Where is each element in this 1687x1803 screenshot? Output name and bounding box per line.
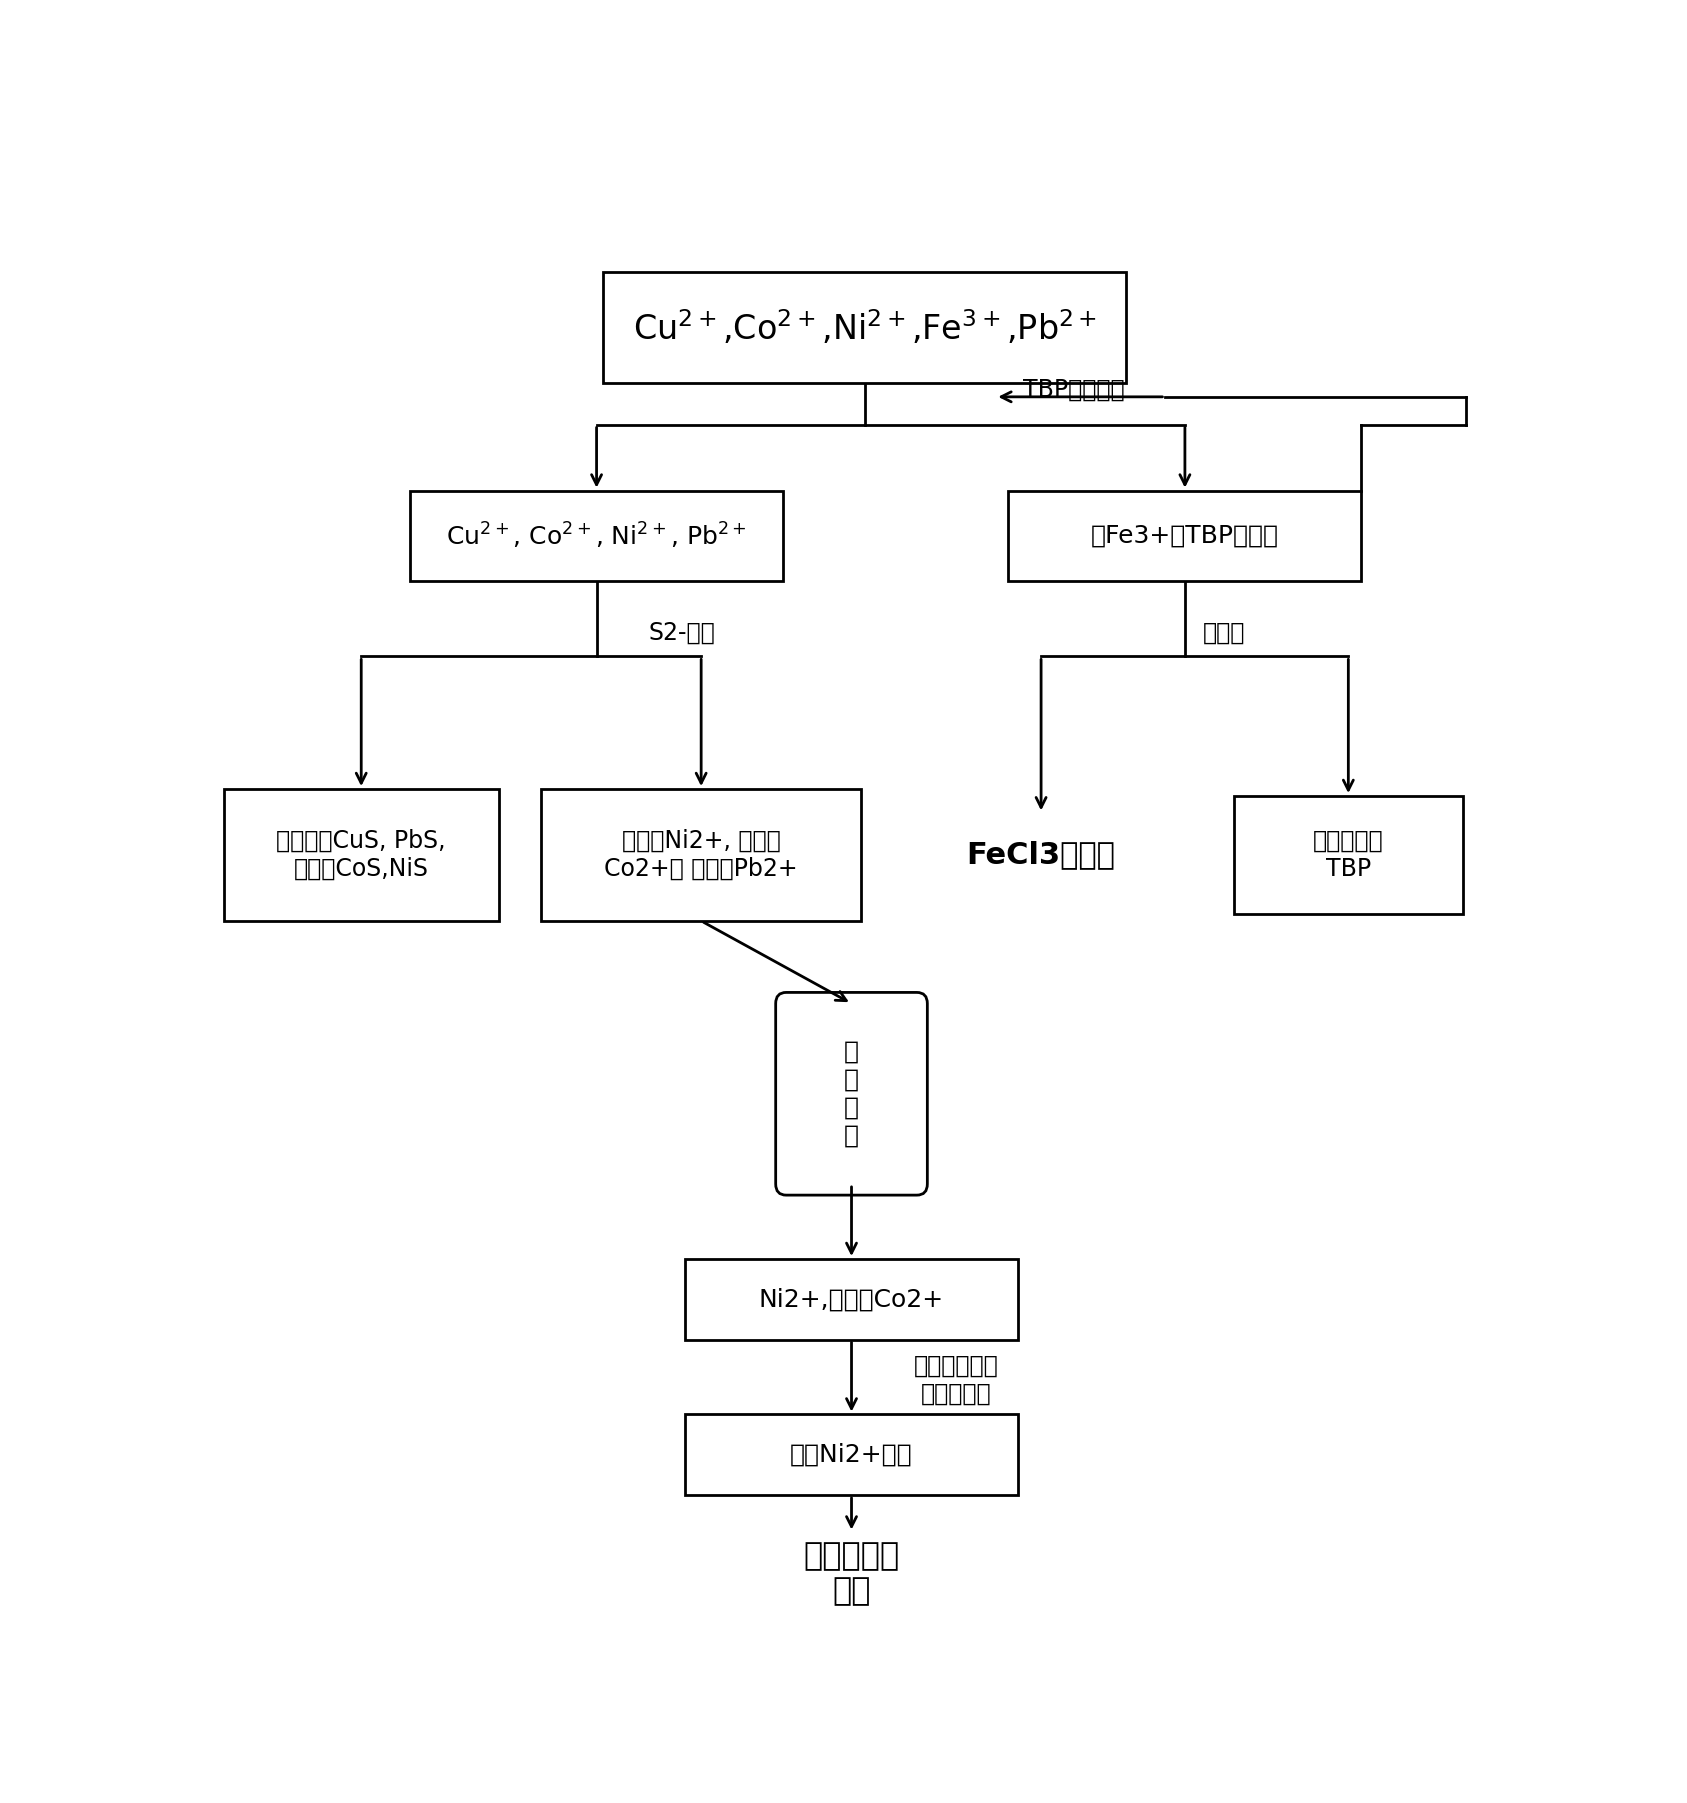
FancyBboxPatch shape — [776, 992, 928, 1195]
Text: 沉淠渣：CuS, PbS,
少量的CoS,NiS: 沉淠渣：CuS, PbS, 少量的CoS,NiS — [277, 829, 445, 882]
Text: 空白有机相
TBP: 空白有机相 TBP — [1312, 829, 1383, 882]
Text: 水反莔: 水反莔 — [1203, 620, 1245, 645]
FancyBboxPatch shape — [1233, 795, 1463, 914]
Text: 吸
附
除
铅: 吸 附 除 铅 — [844, 1040, 859, 1147]
Text: 高累Ni2+溶液: 高累Ni2+溶液 — [790, 1442, 913, 1466]
Text: FeCl3水溶液: FeCl3水溶液 — [967, 840, 1115, 869]
Text: TBP莔取除铁: TBP莔取除铁 — [1022, 379, 1125, 402]
Text: Cu$^{2+}$,Co$^{2+}$,Ni$^{2+}$,Fe$^{3+}$,Pb$^{2+}$: Cu$^{2+}$,Co$^{2+}$,Ni$^{2+}$,Fe$^{3+}$,… — [633, 308, 1097, 346]
Text: 含Fe3+的TBP有机相: 含Fe3+的TBP有机相 — [1091, 523, 1279, 548]
Text: Ni2+,少量的Co2+: Ni2+,少量的Co2+ — [759, 1287, 945, 1311]
Text: 衡接现有的通
氯除邒工艺: 衡接现有的通 氯除邒工艺 — [914, 1354, 999, 1406]
FancyBboxPatch shape — [685, 1258, 1019, 1340]
FancyBboxPatch shape — [542, 790, 862, 921]
Text: 电解生产镁
产品: 电解生产镁 产品 — [803, 1542, 899, 1608]
FancyBboxPatch shape — [1009, 490, 1361, 581]
FancyBboxPatch shape — [685, 1415, 1019, 1495]
FancyBboxPatch shape — [224, 790, 499, 921]
FancyBboxPatch shape — [602, 272, 1125, 382]
Text: S2-沉淠: S2-沉淠 — [648, 620, 715, 645]
Text: Cu$^{2+}$, Co$^{2+}$, Ni$^{2+}$, Pb$^{2+}$: Cu$^{2+}$, Co$^{2+}$, Ni$^{2+}$, Pb$^{2+… — [447, 521, 747, 550]
Text: 滤液：Ni2+, 少量的
Co2+， 微量的Pb2+: 滤液：Ni2+, 少量的 Co2+， 微量的Pb2+ — [604, 829, 798, 882]
FancyBboxPatch shape — [410, 490, 783, 581]
